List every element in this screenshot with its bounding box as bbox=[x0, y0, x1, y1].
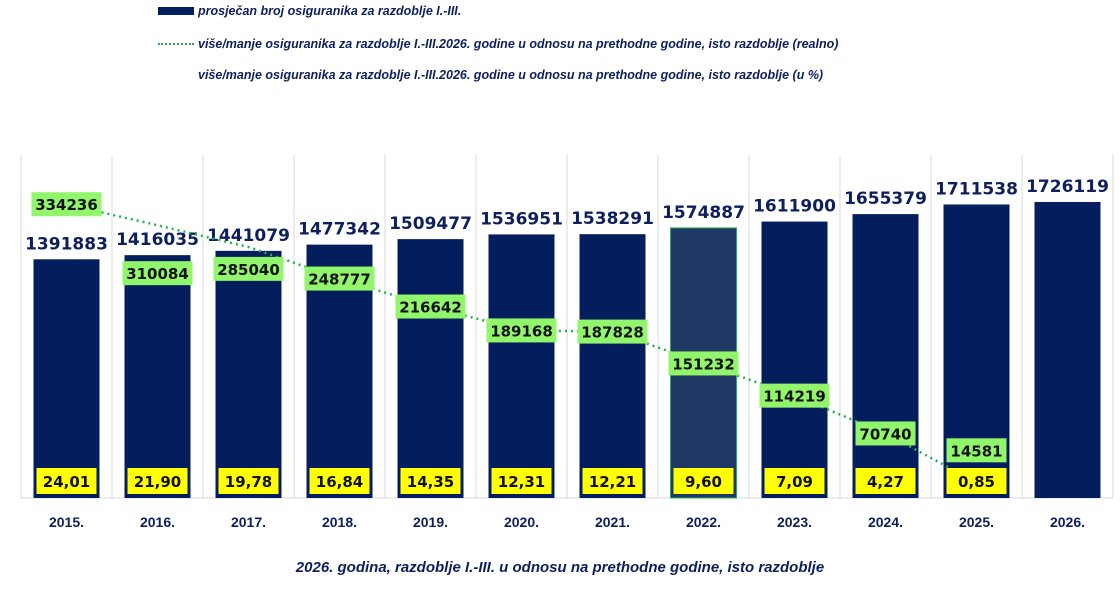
legend-label: više/manje osiguranika za razdoblje I.-I… bbox=[198, 37, 839, 51]
line-value-label: 151232 bbox=[672, 355, 735, 373]
legend-item-percent: više/manje osiguranika za razdoblje I.-I… bbox=[198, 68, 823, 82]
line-label-box bbox=[395, 294, 466, 319]
percent-value-label: 21,90 bbox=[134, 473, 181, 491]
bar bbox=[1034, 201, 1101, 499]
percent-label-box bbox=[855, 468, 916, 494]
x-tick-label: 2015. bbox=[49, 514, 84, 530]
bar bbox=[215, 250, 282, 498]
x-tick-label: 2022. bbox=[686, 514, 721, 530]
legend-swatch-line bbox=[158, 43, 194, 45]
percent-value-label: 19,78 bbox=[225, 473, 272, 491]
percent-label-box bbox=[764, 468, 825, 494]
x-tick-label: 2024. bbox=[868, 514, 903, 530]
legend-label: više/manje osiguranika za razdoblje I.-I… bbox=[198, 68, 824, 82]
bar-value-label: 1509477 bbox=[389, 214, 472, 234]
bar-value-label: 1726119 bbox=[1026, 177, 1109, 197]
percent-label-box bbox=[582, 468, 643, 494]
x-tick-label: 2023. bbox=[777, 514, 812, 530]
line-value-label: 310084 bbox=[126, 265, 189, 283]
legend-swatch-bar bbox=[158, 7, 194, 15]
legend-item-bars: prosječan broj osiguranika za razdoblje … bbox=[158, 4, 461, 18]
bar-value-label: 1574887 bbox=[662, 203, 745, 223]
bar-value-label: 1538291 bbox=[571, 209, 654, 229]
percent-label-box bbox=[127, 468, 188, 494]
x-tick-label: 2020. bbox=[504, 514, 539, 530]
percent-label-box bbox=[218, 468, 279, 494]
legend-label: prosječan broj osiguranika za razdoblje … bbox=[198, 4, 462, 18]
line-label-box bbox=[668, 351, 739, 376]
line-label-box bbox=[486, 318, 557, 343]
line-label-box bbox=[122, 261, 193, 286]
bar bbox=[579, 234, 646, 498]
bar bbox=[761, 221, 828, 498]
bar-value-label: 1611900 bbox=[753, 197, 836, 217]
line-value-label: 334236 bbox=[35, 196, 98, 214]
x-tick-label: 2017. bbox=[231, 514, 266, 530]
percent-label-box bbox=[36, 468, 97, 494]
percent-value-label: 12,21 bbox=[589, 473, 636, 491]
x-tick-label: 2016. bbox=[140, 514, 175, 530]
bar bbox=[33, 259, 100, 498]
percent-label-box bbox=[309, 468, 370, 494]
chart: 1391883 2015. 1416035 2016. 1441079 2017. 1477… bbox=[20, 155, 1114, 530]
bar-value-label: 1441079 bbox=[207, 226, 290, 246]
percent-label-box bbox=[491, 468, 552, 494]
line-value-label: 248777 bbox=[308, 271, 371, 289]
percent-value-label: 12,31 bbox=[498, 473, 545, 491]
bar bbox=[397, 239, 464, 498]
percent-value-label: 9,60 bbox=[685, 473, 722, 491]
percent-label-box bbox=[400, 468, 461, 494]
x-tick-label: 2026. bbox=[1050, 514, 1085, 530]
line-label-box bbox=[304, 266, 375, 291]
bar-value-label: 1416035 bbox=[116, 230, 199, 250]
percent-value-label: 16,84 bbox=[316, 473, 363, 491]
percent-label-box bbox=[673, 468, 734, 494]
line-value-label: 189168 bbox=[490, 322, 553, 340]
bar-value-label: 1655379 bbox=[844, 189, 927, 209]
bar bbox=[852, 214, 919, 498]
line-value-label: 216642 bbox=[399, 299, 462, 317]
x-tick-label: 2019. bbox=[413, 514, 448, 530]
line-label-box bbox=[577, 319, 648, 344]
line-value-label: 285040 bbox=[217, 261, 280, 279]
percent-value-label: 0,85 bbox=[958, 473, 995, 491]
percent-label-box bbox=[946, 468, 1007, 494]
x-tick-label: 2025. bbox=[959, 514, 994, 530]
line-value-label: 14581 bbox=[950, 442, 1002, 460]
percent-value-label: 14,35 bbox=[407, 473, 454, 491]
line-value-label: 70740 bbox=[859, 425, 911, 443]
line-value-label: 114219 bbox=[763, 388, 826, 406]
percent-value-label: 24,01 bbox=[43, 473, 90, 491]
line-label-box bbox=[855, 421, 916, 446]
line-label-box bbox=[31, 192, 102, 217]
bar-value-label: 1391883 bbox=[25, 234, 108, 254]
line-label-box bbox=[213, 256, 284, 281]
legend-item-line: više/manje osiguranika za razdoblje I.-I… bbox=[158, 37, 838, 51]
bar-value-label: 1711538 bbox=[935, 179, 1018, 199]
x-tick-label: 2018. bbox=[322, 514, 357, 530]
bar bbox=[488, 234, 555, 498]
chart-title: 2026. godina, razdoblje I.-III. u odnosu… bbox=[295, 559, 825, 576]
x-tick-label: 2021. bbox=[595, 514, 630, 530]
bar-value-label: 1477342 bbox=[298, 220, 381, 240]
bar-value-label: 1536951 bbox=[480, 209, 563, 229]
bar bbox=[124, 255, 191, 498]
line-value-label: 187828 bbox=[581, 324, 644, 342]
line-label-box bbox=[759, 383, 830, 408]
percent-value-label: 7,09 bbox=[776, 473, 813, 491]
line-label-box bbox=[946, 438, 1007, 463]
percent-value-label: 4,27 bbox=[867, 473, 904, 491]
